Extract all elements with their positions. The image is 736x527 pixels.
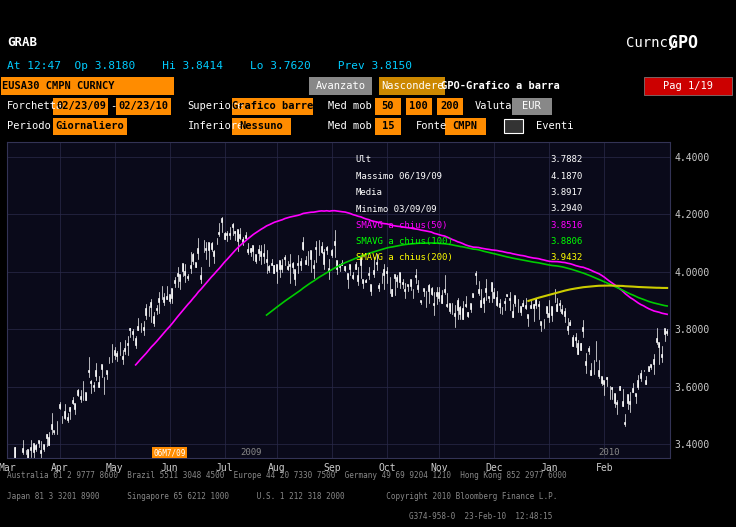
Text: G374-958-0  23-Feb-10  12:48:15: G374-958-0 23-Feb-10 12:48:15 (408, 512, 552, 521)
SMA100 (662, 303, 671, 309)
Line: SMA200: SMA200 (528, 286, 667, 301)
SMA50 (278, 217, 287, 223)
Text: Forchetta: Forchetta (7, 102, 63, 111)
Text: Fonte: Fonte (416, 122, 447, 131)
FancyBboxPatch shape (504, 120, 523, 133)
Text: Australia 61 2 9777 8600  Brazil 5511 3048 4500  Europe 44 20 7330 7500  Germany: Australia 61 2 9777 8600 Brazil 5511 304… (7, 471, 567, 480)
Text: Japan 81 3 3201 8900      Singapore 65 6212 1000      U.S. 1 212 318 2000       : Japan 81 3 3201 8900 Singapore 65 6212 1… (7, 492, 558, 501)
FancyBboxPatch shape (53, 118, 127, 135)
Text: Periodo: Periodo (7, 122, 51, 131)
Text: Inferiore: Inferiore (188, 122, 244, 131)
FancyBboxPatch shape (375, 98, 401, 115)
SMA200 (584, 284, 593, 290)
Text: Nessuno: Nessuno (239, 122, 283, 131)
Text: Curncy: Curncy (626, 36, 676, 50)
FancyBboxPatch shape (232, 98, 313, 115)
Text: 3.2940: 3.2940 (551, 204, 583, 213)
Text: EUSA30 CMPN CURNCY: EUSA30 CMPN CURNCY (2, 82, 115, 91)
Text: Eventi: Eventi (536, 122, 573, 131)
FancyBboxPatch shape (232, 118, 291, 135)
Text: SMAVG a chius(50): SMAVG a chius(50) (355, 220, 447, 230)
Text: Media: Media (355, 188, 383, 197)
Text: Minimo 03/09/09: Minimo 03/09/09 (355, 204, 436, 213)
Text: Avanzato: Avanzato (316, 82, 366, 91)
Text: Med mob: Med mob (328, 122, 371, 131)
Text: Nascondere: Nascondere (381, 82, 443, 91)
FancyBboxPatch shape (644, 77, 732, 95)
SMA200 (662, 285, 671, 291)
FancyBboxPatch shape (379, 77, 445, 95)
FancyBboxPatch shape (309, 77, 372, 95)
Text: Ult: Ult (355, 155, 372, 164)
Text: 15: 15 (382, 122, 394, 131)
FancyBboxPatch shape (53, 98, 108, 115)
Text: EUR: EUR (522, 102, 541, 111)
FancyBboxPatch shape (512, 98, 552, 115)
Text: 02/23/09: 02/23/09 (56, 102, 106, 111)
Text: Pag 1/19: Pag 1/19 (663, 82, 713, 91)
Text: 06M7/09: 06M7/09 (154, 448, 186, 457)
FancyBboxPatch shape (445, 118, 486, 135)
SMA50 (260, 225, 269, 231)
Text: GPO-Grafico a barra: GPO-Grafico a barra (441, 82, 560, 91)
FancyBboxPatch shape (1, 77, 174, 95)
SMA100 (364, 250, 373, 257)
Text: 02/23/10: 02/23/10 (118, 102, 169, 111)
SMA50 (364, 217, 373, 223)
FancyBboxPatch shape (437, 98, 463, 115)
Text: SMAVG a chius(100): SMAVG a chius(100) (355, 237, 453, 246)
Text: 3.7882: 3.7882 (551, 155, 583, 164)
SMA100 (278, 300, 287, 306)
Text: Massimo 06/19/09: Massimo 06/19/09 (355, 172, 442, 181)
Text: At 12:47  Op 3.8180    Hi 3.8414    Lo 3.7620    Prev 3.8150: At 12:47 Op 3.8180 Hi 3.8414 Lo 3.7620 P… (7, 61, 412, 71)
Text: Med mob: Med mob (328, 102, 371, 111)
Text: 100: 100 (409, 102, 428, 111)
FancyBboxPatch shape (375, 118, 401, 135)
Line: SMA100: SMA100 (266, 243, 667, 315)
Text: Valuta: Valuta (475, 102, 512, 111)
Text: Superiore: Superiore (188, 102, 244, 111)
SMA50 (361, 216, 370, 222)
Text: 3.8917: 3.8917 (551, 188, 583, 197)
Text: GRAB: GRAB (7, 36, 38, 49)
FancyBboxPatch shape (116, 98, 171, 115)
Text: GPO: GPO (668, 34, 698, 52)
SMA100 (361, 251, 370, 258)
Text: Giornaliero: Giornaliero (55, 122, 124, 131)
Line: SMA50: SMA50 (135, 211, 667, 365)
SMA100 (584, 272, 593, 278)
FancyBboxPatch shape (406, 98, 432, 115)
Text: 4.1870: 4.1870 (551, 172, 583, 181)
Text: -: - (110, 102, 116, 111)
Text: Grafico barre: Grafico barre (232, 102, 313, 111)
Text: CMPN: CMPN (453, 122, 478, 131)
Text: 50: 50 (382, 102, 394, 111)
Text: 2009: 2009 (240, 448, 261, 457)
SMA50 (662, 311, 671, 317)
Text: 200: 200 (440, 102, 459, 111)
Text: 3.8806: 3.8806 (551, 237, 583, 246)
Text: 2010: 2010 (599, 448, 620, 457)
Text: 3.8516: 3.8516 (551, 220, 583, 230)
Text: SMAVG a chius(200): SMAVG a chius(200) (355, 253, 453, 262)
SMA50 (584, 266, 593, 272)
Text: 3.9432: 3.9432 (551, 253, 583, 262)
